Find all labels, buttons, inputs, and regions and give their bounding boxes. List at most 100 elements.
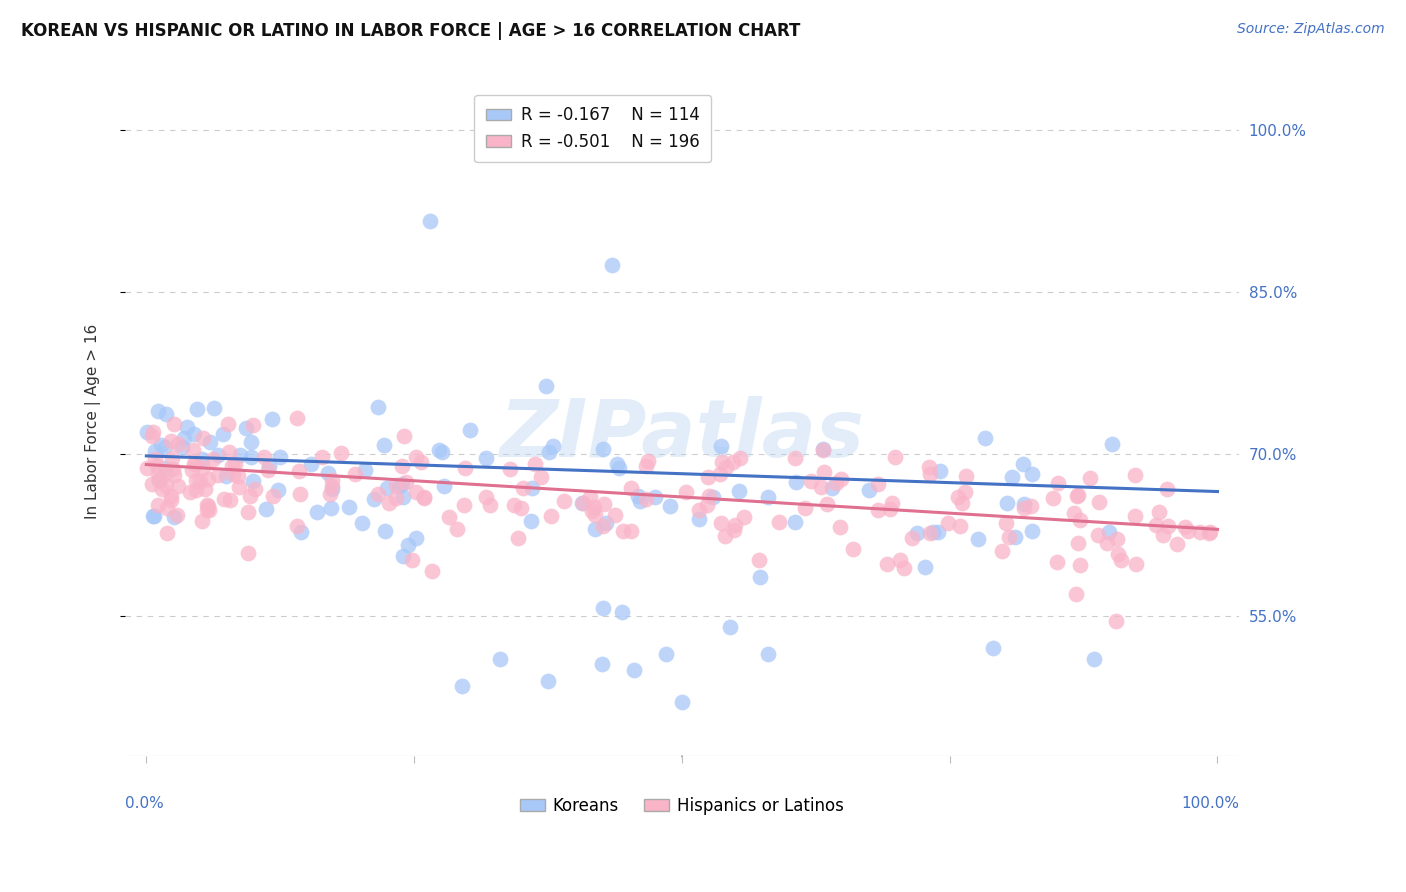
Point [733,510,755,524]
Point [183,458,205,472]
Point [628,493,651,508]
Point [163,467,186,482]
Point [994,516,1017,530]
Text: Source: ZipAtlas.com: Source: ZipAtlas.com [1237,22,1385,37]
Point [163,417,186,432]
Point [257,462,280,476]
Point [135,425,157,439]
Point [181,463,204,477]
Point [427,443,450,458]
Text: 100.0%: 100.0% [1181,797,1239,812]
Point [879,502,901,516]
Point [728,483,751,498]
Point [610,605,633,619]
Point [1198,526,1220,541]
Point [714,459,737,474]
Point [671,695,693,709]
Point [880,495,903,509]
Point [285,411,308,425]
Point [510,500,533,515]
Point [285,518,308,533]
Point [1087,528,1109,542]
Point [520,514,543,528]
Point [202,401,225,415]
Point [217,417,239,432]
Point [1019,499,1042,513]
Point [439,509,461,524]
Point [914,560,936,574]
Point [166,479,188,493]
Point [592,442,614,457]
Point [1069,558,1091,572]
Point [581,504,603,518]
Point [396,538,419,552]
Point [591,657,613,672]
Point [1166,537,1188,551]
Point [191,431,214,445]
Point [536,379,558,393]
Point [186,402,208,417]
Point [474,490,496,504]
Point [1095,536,1118,550]
Point [811,442,834,457]
Point [583,508,606,522]
Point [1063,506,1085,520]
Point [257,458,280,473]
Point [815,497,838,511]
Point [290,524,312,539]
Point [343,467,366,482]
Point [405,485,427,500]
Point [413,490,436,504]
Point [198,434,221,449]
Point [419,214,441,228]
Point [155,407,177,421]
Point [201,451,224,466]
Point [572,496,595,510]
Point [858,483,880,497]
Point [710,516,733,530]
Point [541,439,564,453]
Point [634,459,657,474]
Point [696,499,718,513]
Point [401,552,423,566]
Point [1067,535,1090,549]
Point [367,400,389,414]
Point [540,509,562,524]
Point [385,478,408,492]
Point [269,450,291,464]
Point [352,516,374,530]
Point [409,454,432,468]
Point [710,439,733,453]
Point [430,444,453,458]
Point [723,523,745,537]
Point [820,482,842,496]
Point [1088,495,1111,509]
Point [995,496,1018,510]
Point [1021,524,1043,538]
Point [920,525,942,540]
Point [228,448,250,462]
Point [166,508,188,523]
Point [1177,524,1199,539]
Point [378,495,401,509]
Point [242,418,264,433]
Point [156,500,179,515]
Point [460,423,482,437]
Point [883,450,905,464]
Point [524,457,547,471]
Point [262,489,284,503]
Point [363,492,385,507]
Point [950,496,973,510]
Point [1109,552,1132,566]
Point [478,499,501,513]
Point [592,519,614,533]
Point [1149,504,1171,518]
Point [367,487,389,501]
Point [337,500,360,515]
Point [538,445,561,459]
Point [1064,587,1087,601]
Point [689,503,711,517]
Point [316,466,339,480]
Point [184,473,207,487]
Point [1021,467,1043,481]
